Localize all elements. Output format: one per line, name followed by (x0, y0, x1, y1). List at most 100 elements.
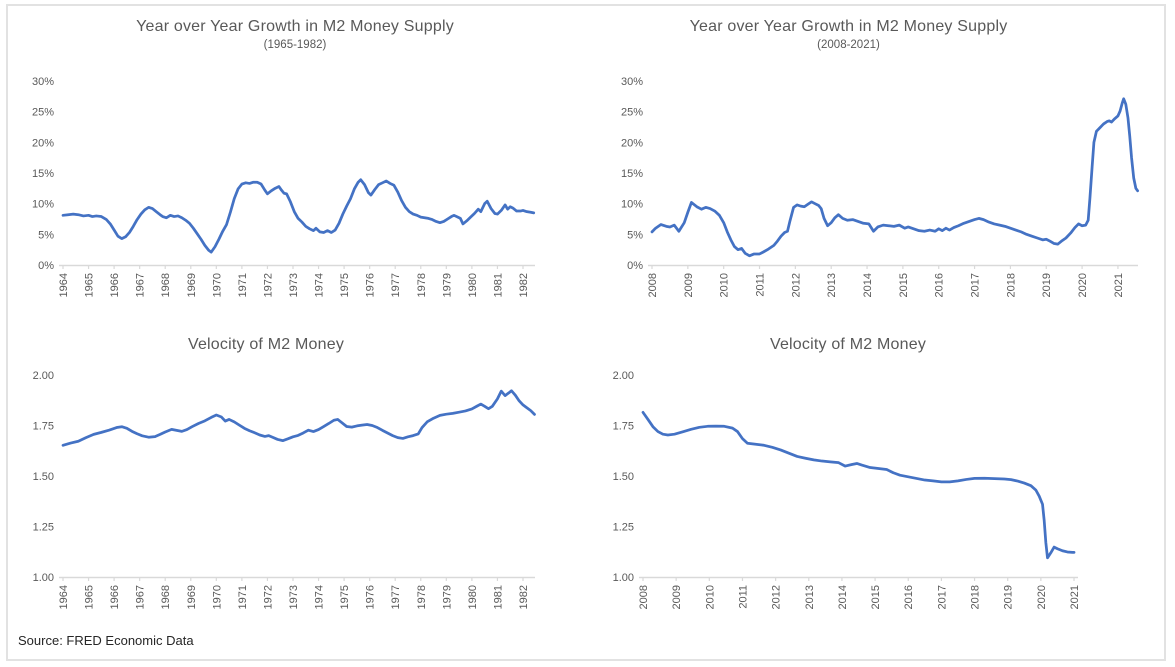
x-tick-label: 1982 (518, 585, 530, 609)
x-tick-label: 2016 (903, 585, 915, 609)
x-tick-label: 2015 (870, 585, 882, 609)
x-tick-label: 1975 (339, 585, 351, 609)
y-tick-label: 1.00 (613, 572, 634, 584)
x-tick-label: 1972 (262, 273, 274, 297)
chart-canvas-m2-velocity-2008-2021: 2008 2009 2010 2011 2012 2013 2014 2015 2016 2017… (613, 370, 1081, 609)
y-tick-label: 0% (38, 260, 54, 272)
data-line (650, 97, 1140, 258)
x-tick-label: 1969 (186, 585, 198, 609)
x-tick-label: 1965 (84, 273, 96, 297)
x-tick-label: 2014 (862, 273, 874, 297)
chart-m2-velocity-1964-1982: Velocity of M2 Money 1964 1965 1966 1967 196… (8, 330, 582, 655)
y-tick-label: 0% (627, 260, 643, 272)
x-tick-label: 2008 (638, 585, 650, 609)
chart-m2-velocity-2008-2021: Velocity of M2 Money 2008 2009 2010 2011 201… (585, 330, 1167, 655)
x-tick-label: 1973 (288, 273, 300, 297)
data-line (61, 178, 536, 254)
x-tick-label: 1978 (416, 273, 428, 297)
x-tick-label: 1965 (84, 585, 96, 609)
x-tick-label: 2012 (790, 273, 802, 297)
x-tick-label: 1979 (441, 585, 453, 609)
data-line (641, 410, 1076, 560)
x-tick-label: 2020 (1036, 585, 1048, 609)
chart-canvas-m2-growth-2008-2021: 2008 2009 2010 2011 2012 2013 2014 2015 2016 2017… (621, 76, 1140, 297)
y-tick-label: 25% (32, 107, 54, 119)
x-tick-label: 1979 (441, 273, 453, 297)
x-tick-label: 2018 (970, 585, 982, 609)
chart-m2-growth-1965-1982: Year over Year Growth in M2 Money Supply… (8, 8, 582, 322)
y-tick-label: 2.00 (33, 370, 54, 382)
x-tick-label: 1968 (160, 585, 172, 609)
x-tick-label: 1976 (365, 585, 377, 609)
x-tick-label: 2013 (826, 273, 838, 297)
y-tick-label: 10% (32, 199, 54, 211)
x-tick-label: 1971 (237, 273, 249, 297)
x-tick-label: 1973 (288, 585, 300, 609)
chart-canvas-m2-velocity-1964-1982: 1964 1965 1966 1967 1968 1969 1970 1971 1972 1973… (33, 370, 536, 609)
y-tick-label: 10% (621, 199, 643, 211)
x-tick-label: 2021 (1069, 585, 1081, 609)
y-tick-label: 1.50 (613, 471, 634, 483)
x-tick-label: 1982 (518, 273, 530, 297)
x-tick-label: 2017 (936, 585, 948, 609)
x-tick-label: 2010 (719, 273, 731, 297)
x-tick-label: 1976 (365, 273, 377, 297)
y-tick-label: 1.00 (33, 572, 54, 584)
x-tick-label: 1964 (58, 585, 70, 609)
x-tick-label: 2020 (1077, 273, 1089, 297)
x-tick-label: 1964 (58, 273, 70, 297)
x-tick-label: 2021 (1113, 273, 1125, 297)
y-tick-label: 5% (38, 229, 54, 241)
x-tick-label: 1974 (314, 585, 326, 609)
y-tick-label: 30% (32, 76, 54, 88)
x-tick-label: 1977 (390, 273, 402, 297)
x-tick-label: 2014 (837, 585, 849, 609)
x-tick-label: 2019 (1003, 585, 1015, 609)
x-tick-label: 2011 (755, 273, 767, 297)
x-tick-label: 2013 (804, 585, 816, 609)
x-tick-label: 1970 (211, 585, 223, 609)
y-tick-label: 1.75 (613, 421, 634, 433)
x-tick-label: 2012 (771, 585, 783, 609)
x-tick-label: 1969 (186, 273, 198, 297)
chart-canvas-m2-growth-1965-1982: 1964 1965 1966 1967 1968 1969 1970 1971 1972 1973… (32, 76, 536, 297)
x-tick-label: 1981 (492, 585, 504, 609)
data-line (61, 389, 536, 447)
y-tick-label: 25% (621, 107, 643, 119)
x-tick-label: 2015 (898, 273, 910, 297)
x-tick-label: 1974 (314, 273, 326, 297)
page-border (6, 4, 1166, 661)
x-tick-label: 2009 (671, 585, 683, 609)
x-tick-label: 1977 (390, 585, 402, 609)
x-tick-label: 2008 (647, 273, 659, 297)
source-note: Source: FRED Economic Data (18, 633, 194, 648)
x-tick-label: 1967 (135, 273, 147, 297)
x-tick-label: 2010 (704, 585, 716, 609)
y-tick-label: 5% (627, 229, 643, 241)
x-tick-label: 1980 (467, 585, 479, 609)
y-tick-label: 15% (32, 168, 54, 180)
y-tick-label: 30% (621, 76, 643, 88)
y-tick-label: 1.25 (613, 522, 634, 534)
chart-m2-growth-2008-2021: Year over Year Growth in M2 Money Supply… (585, 8, 1167, 322)
y-tick-label: 15% (621, 168, 643, 180)
y-tick-label: 1.50 (33, 471, 54, 483)
x-tick-label: 2019 (1041, 273, 1053, 297)
x-tick-label: 2018 (1005, 273, 1017, 297)
x-tick-label: 1981 (492, 273, 504, 297)
x-tick-label: 1972 (262, 585, 274, 609)
x-tick-label: 1978 (416, 585, 428, 609)
x-tick-label: 1970 (211, 273, 223, 297)
y-tick-label: 20% (32, 137, 54, 149)
x-tick-label: 2016 (934, 273, 946, 297)
x-tick-label: 1975 (339, 273, 351, 297)
y-tick-label: 1.75 (33, 421, 54, 433)
x-tick-label: 2011 (737, 585, 749, 609)
x-tick-label: 1968 (160, 273, 172, 297)
x-tick-label: 1967 (135, 585, 147, 609)
x-tick-label: 1966 (109, 273, 121, 297)
x-tick-label: 1971 (237, 585, 249, 609)
x-tick-label: 2009 (683, 273, 695, 297)
x-tick-label: 2017 (970, 273, 982, 297)
